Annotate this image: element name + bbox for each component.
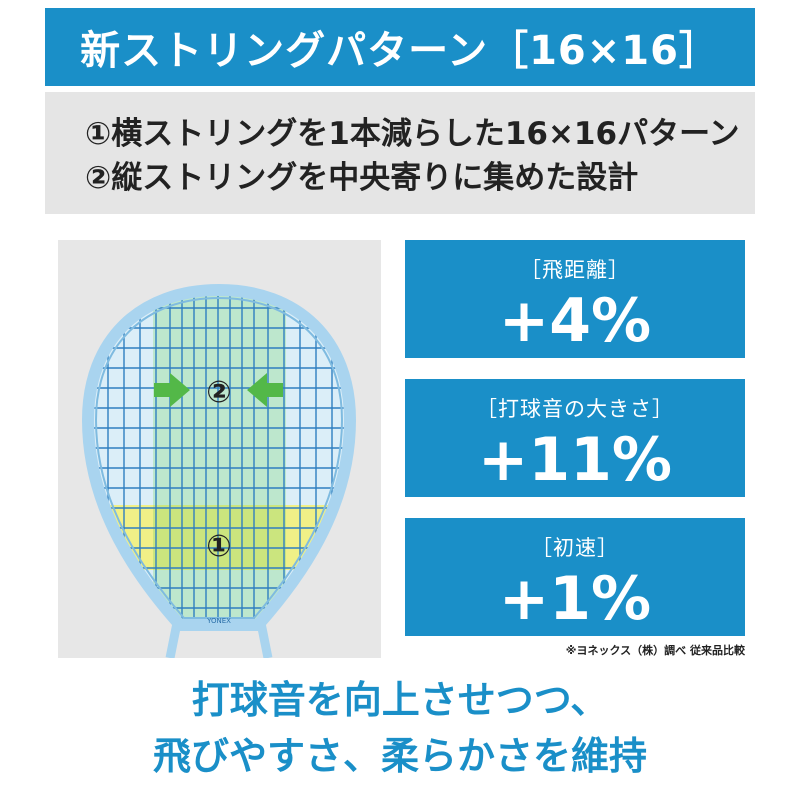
racket-illustration: ② ① YONEX (58, 240, 381, 658)
stat-distance-value: +4% (498, 286, 652, 356)
research-note: ※ヨネックス（株）調べ 従来品比較 (565, 644, 745, 657)
racket-frame-inner (94, 296, 344, 619)
marker-center: ② (206, 375, 231, 410)
stat-sound-value: +11% (478, 425, 672, 495)
stat-sound-label: ［打球音の大きさ］ (476, 397, 674, 421)
stat-speed-value: +1% (498, 564, 652, 634)
stat-distance: ［飛距離］ +4% (405, 240, 745, 358)
arrow-right-icon (154, 373, 190, 407)
marker-lower: ① (206, 529, 231, 564)
stat-distance-label: ［飛距離］ (520, 258, 630, 282)
center-zone-highlight (153, 290, 286, 625)
tagline: 打球音を向上させつつ、 飛びやすさ、柔らかさを維持 (0, 672, 800, 784)
feature-points: ①横ストリングを1本減らした16×16パターン ②縦ストリングを中央寄りに集めた… (45, 92, 755, 214)
racket-drawing: ② ① YONEX (81, 283, 357, 658)
arrow-left-icon (247, 373, 283, 407)
stat-speed: ［初速］ +1% (405, 518, 745, 636)
tagline-line-2: 飛びやすさ、柔らかさを維持 (152, 734, 647, 778)
point-2: ②縦ストリングを中央寄りに集めた設計 (85, 160, 639, 196)
header-banner: 新ストリングパターン［16×16］ (45, 8, 755, 86)
header-title: 新ストリングパターン［16×16］ (80, 28, 720, 74)
stat-sound: ［打球音の大きさ］ +11% (405, 379, 745, 497)
tagline-line-1: 打球音を向上させつつ、 (191, 678, 609, 722)
lower-center-overlap (153, 505, 286, 570)
brand-mark: YONEX (206, 617, 231, 625)
point-1: ①横ストリングを1本減らした16×16パターン (85, 116, 740, 152)
racket-frame (81, 283, 357, 631)
stat-speed-label: ［初速］ (531, 536, 619, 560)
